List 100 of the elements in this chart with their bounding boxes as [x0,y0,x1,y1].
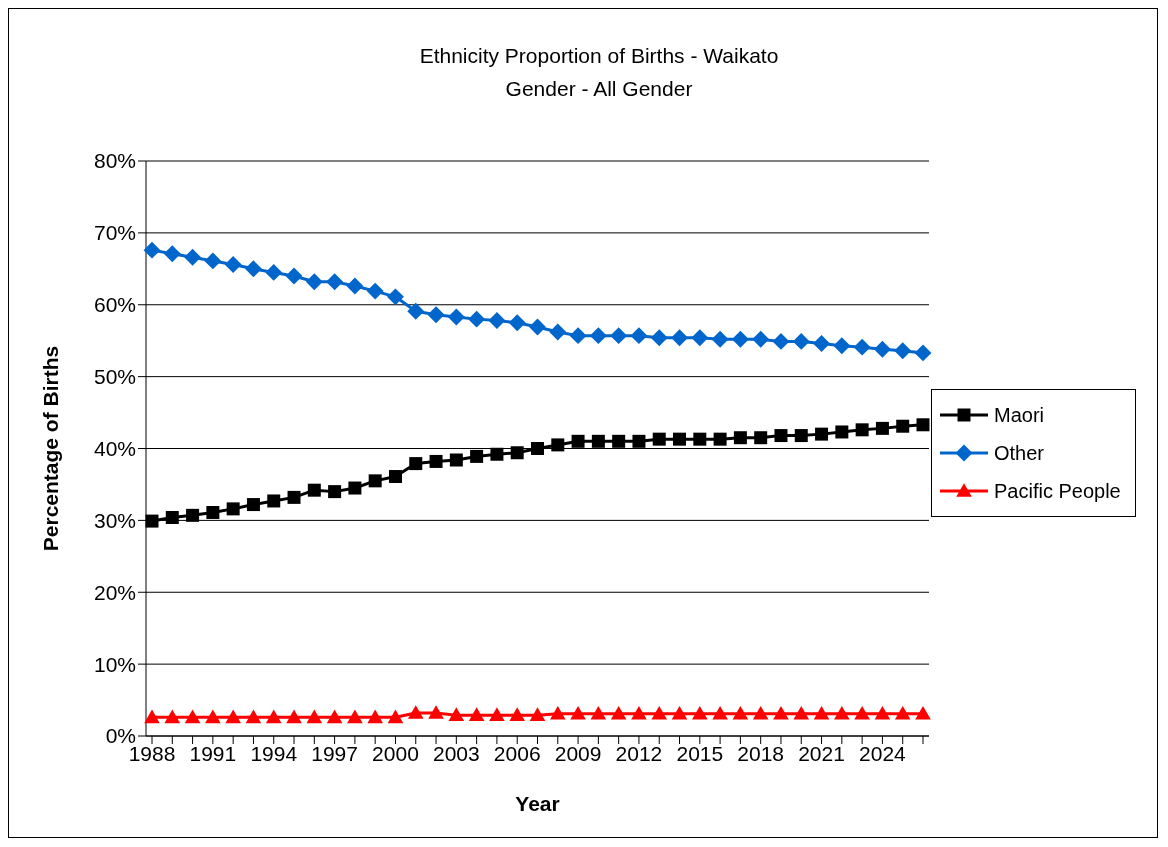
x-tick-label: 1994 [250,741,298,765]
point [894,705,911,720]
point [387,709,404,724]
point [731,330,749,348]
point [225,709,241,724]
point [367,709,383,724]
point [713,432,727,446]
point [226,502,240,516]
point [186,508,200,522]
point [774,429,788,443]
point [650,329,668,347]
point [305,273,323,291]
x-tick-label: 2009 [554,741,602,765]
point [673,432,687,446]
point [772,332,790,350]
point [267,494,281,508]
point [792,332,810,350]
point [874,705,891,720]
point [428,705,444,719]
x-tick-label: 2021 [798,741,845,765]
point [490,447,504,461]
point [328,485,342,499]
point [265,263,283,281]
point [692,705,708,720]
point [793,705,810,720]
point [691,329,709,347]
point [326,709,343,724]
point [265,709,282,724]
point [387,288,404,306]
point [206,505,220,519]
point [347,709,363,724]
point [143,241,161,259]
point [286,709,302,724]
x-tick-label: 2006 [493,741,541,765]
point [610,705,627,720]
point [489,707,505,722]
point [468,310,486,328]
y-tick-label: 40% [93,436,136,460]
x-axis-title: Year [515,792,560,815]
point [833,337,851,355]
y-tick-label: 30% [93,508,136,532]
point [631,705,647,720]
point [854,705,870,720]
point [163,245,181,263]
point [612,434,626,448]
point [449,453,463,467]
point [246,498,260,512]
point [447,308,465,326]
point [204,252,222,270]
legend-label: Pacific People [994,479,1121,503]
point [916,418,930,432]
point [145,514,159,528]
legend-label: Other [994,441,1045,465]
point [468,707,485,722]
point [752,330,770,348]
x-tick-label: 2024 [859,741,907,765]
point [732,705,749,720]
point [285,267,303,285]
point [589,327,607,345]
point [693,432,707,446]
legend-label: Maori [994,403,1045,427]
x-tick-label: 2003 [432,741,480,765]
point [610,327,628,345]
point [652,432,666,446]
point [531,442,544,455]
point [712,705,728,720]
point [287,490,301,504]
point [165,511,179,524]
point [409,457,423,471]
point [834,705,850,720]
point [875,421,889,435]
point [551,438,565,452]
point [813,335,830,353]
point [914,344,932,362]
point [488,312,506,330]
y-tick-label: 60% [93,293,136,317]
point [651,705,668,720]
point [549,705,566,720]
y-tick-label: 50% [93,365,136,389]
point [529,707,546,722]
y-tick-label: 0% [105,724,136,748]
point [184,248,202,266]
point [245,260,262,278]
point [508,314,526,332]
point [348,481,362,495]
x-tick-label: 2015 [676,741,724,765]
point [571,434,585,448]
point [671,329,688,347]
point [815,427,829,441]
y-tick-label: 20% [93,580,136,604]
point [346,277,364,295]
point [853,338,871,356]
point [529,318,546,336]
point [224,256,242,273]
point [326,273,344,291]
x-tick-label: 1991 [189,741,237,765]
point [733,431,747,445]
point [590,705,607,720]
point [569,327,587,345]
point [427,306,445,324]
